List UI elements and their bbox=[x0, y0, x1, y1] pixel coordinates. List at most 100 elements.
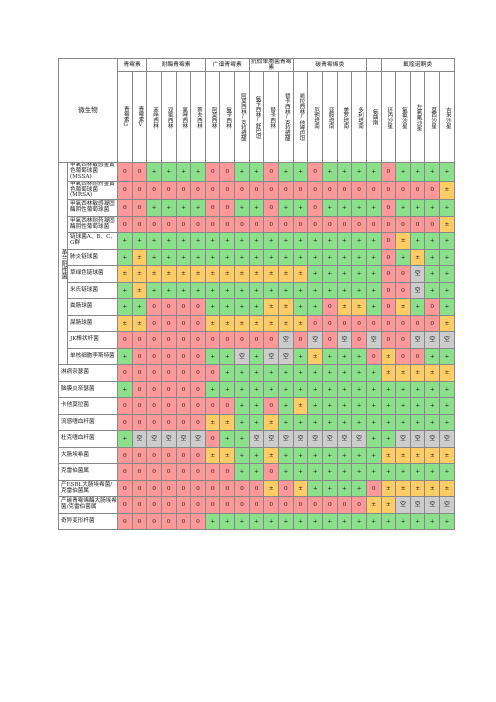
susceptibility-cell: 0 bbox=[380, 281, 397, 300]
drug-name-header: 阿莫西林 bbox=[204, 71, 221, 164]
susceptibility-cell: + bbox=[248, 364, 265, 382]
susceptibility-cell: ± bbox=[131, 248, 148, 267]
susceptibility-cell: + bbox=[336, 347, 353, 366]
drug-class-header: 广谱青霉素 bbox=[204, 57, 250, 73]
susceptibility-cell: + bbox=[190, 162, 206, 182]
susceptibility-cell: + bbox=[439, 199, 455, 217]
susceptibility-cell: 0 bbox=[131, 496, 148, 514]
table-row: 屎肠球菌 ± ±0 0 0 0 ± ± ± ± ± ± ±0 0 0 0 0 0 0 0 0 ± bbox=[59, 314, 455, 333]
susceptibility-cell: 0 bbox=[351, 314, 367, 333]
susceptibility-cell: + bbox=[424, 512, 441, 531]
organism-name: 甲氧西林耐药金黄色葡萄球菌(MRSA) bbox=[67, 180, 118, 201]
susceptibility-cell: + bbox=[234, 397, 250, 415]
susceptibility-cell: + bbox=[278, 232, 294, 250]
susceptibility-cell: + bbox=[395, 463, 411, 481]
susceptibility-cell: + bbox=[263, 281, 280, 300]
table-row: 甲氧西林敏感凝固酶阴性葡萄球菌 0 0 + + + +0 0 + +0 + +0 + + + +0 + + + + bbox=[59, 199, 455, 217]
susceptibility-cell: ± bbox=[175, 265, 192, 283]
susceptibility-cell: 空 bbox=[292, 430, 309, 448]
susceptibility-cell: + bbox=[248, 281, 265, 300]
susceptibility-cell: + bbox=[278, 364, 294, 382]
susceptibility-cell: + bbox=[321, 413, 338, 432]
susceptibility-cell: + bbox=[117, 347, 133, 366]
susceptibility-cell: ± bbox=[204, 314, 221, 333]
susceptibility-cell: + bbox=[395, 248, 411, 267]
susceptibility-cell: ± bbox=[204, 446, 221, 465]
antibiotic-susceptibility-table: 微生物 青霉素 耐酶青霉素 广谱青霉素 抗假单胞菌青霉素 碳青霉烯类 氟喹诺酮类 青霉素G… bbox=[58, 57, 455, 531]
susceptibility-cell: ± bbox=[219, 413, 236, 432]
susceptibility-cell: 0 bbox=[146, 446, 162, 465]
susceptibility-cell: 0 bbox=[160, 215, 177, 234]
drug-class-header bbox=[365, 57, 382, 73]
susceptibility-cell: 空 bbox=[336, 331, 353, 349]
susceptibility-cell: 0 bbox=[248, 496, 265, 514]
susceptibility-cell: 0 bbox=[263, 496, 280, 514]
susceptibility-cell: + bbox=[292, 463, 309, 481]
susceptibility-cell: 0 bbox=[380, 298, 397, 316]
table-row: 甲氧西林耐药凝固酶阴性葡萄球菌 0 0 0 0 0 0 0 0 0 0 0 0 0 0 0 0 0 0 0 0 0 0 ± bbox=[59, 215, 455, 234]
susceptibility-cell: ± bbox=[248, 265, 265, 283]
susceptibility-cell: + bbox=[248, 413, 265, 432]
organism-name: 产碳青霉烯酶大肠埃希菌/克雷伯菌属 bbox=[58, 496, 118, 514]
susceptibility-cell: 0 bbox=[219, 215, 236, 234]
susceptibility-cell: + bbox=[219, 248, 236, 267]
susceptibility-cell: + bbox=[409, 199, 426, 217]
susceptibility-cell: + bbox=[204, 347, 221, 366]
susceptibility-cell: + bbox=[117, 281, 133, 300]
susceptibility-cell: ± bbox=[395, 232, 411, 250]
susceptibility-cell: 0 bbox=[146, 496, 162, 514]
susceptibility-cell: + bbox=[336, 199, 353, 217]
susceptibility-cell: + bbox=[351, 463, 367, 481]
susceptibility-cell: 0 bbox=[219, 162, 236, 182]
susceptibility-cell: + bbox=[365, 397, 382, 415]
susceptibility-cell: 0 bbox=[321, 331, 338, 349]
susceptibility-cell: ± bbox=[409, 446, 426, 465]
susceptibility-cell: + bbox=[365, 265, 382, 283]
susceptibility-cell: 0 bbox=[117, 364, 133, 382]
susceptibility-cell: + bbox=[234, 364, 250, 382]
susceptibility-cell: 0 bbox=[351, 180, 367, 201]
susceptibility-cell: + bbox=[439, 162, 455, 182]
drug-name-header: 多利培南 bbox=[351, 71, 367, 164]
organism-name: 大肠埃希菌 bbox=[58, 446, 118, 465]
organism-name: 克雷伯菌属 bbox=[58, 463, 118, 481]
susceptibility-cell: 0 bbox=[292, 331, 309, 349]
susceptibility-cell: + bbox=[365, 463, 382, 481]
susceptibility-cell: + bbox=[336, 413, 353, 432]
susceptibility-cell: + bbox=[190, 248, 206, 267]
susceptibility-cell: 空 bbox=[263, 347, 280, 366]
organism-name: 屎肠球菌 bbox=[67, 314, 118, 333]
susceptibility-cell: + bbox=[160, 199, 177, 217]
susceptibility-cell: 0 bbox=[307, 496, 323, 514]
susceptibility-cell: + bbox=[292, 364, 309, 382]
susceptibility-cell: 空 bbox=[439, 496, 455, 514]
organism-name: 产ESBL大肠埃希菌/克雷伯菌属 bbox=[58, 479, 118, 498]
susceptibility-cell: 0 bbox=[380, 199, 397, 217]
susceptibility-cell: + bbox=[219, 430, 236, 448]
susceptibility-cell: + bbox=[395, 413, 411, 432]
organism-name: 卡他莫拉菌 bbox=[58, 397, 118, 415]
susceptibility-cell: 空 bbox=[439, 331, 455, 349]
susceptibility-cell: 0 bbox=[117, 512, 133, 531]
susceptibility-cell: + bbox=[263, 364, 280, 382]
susceptibility-cell: + bbox=[439, 463, 455, 481]
susceptibility-cell: 0 bbox=[160, 413, 177, 432]
susceptibility-cell: + bbox=[146, 281, 162, 300]
susceptibility-cell: 0 bbox=[219, 199, 236, 217]
susceptibility-cell: + bbox=[424, 248, 441, 267]
susceptibility-cell: 0 bbox=[204, 364, 221, 382]
susceptibility-cell: 0 bbox=[263, 397, 280, 415]
susceptibility-cell: + bbox=[146, 199, 162, 217]
susceptibility-cell: 0 bbox=[146, 479, 162, 498]
susceptibility-cell: + bbox=[321, 364, 338, 382]
susceptibility-cell: ± bbox=[439, 180, 455, 201]
table-row: 肺炎链球菌 + ± + + + + + + + + + + + + + + + +0 + ± + + bbox=[59, 248, 455, 267]
drug-name-header: 青霉素V bbox=[131, 71, 148, 164]
susceptibility-cell: 0 bbox=[351, 331, 367, 349]
drug-name-header: 青霉素G bbox=[117, 71, 133, 164]
susceptibility-cell: + bbox=[131, 298, 148, 316]
susceptibility-cell: 0 bbox=[175, 347, 192, 366]
table-row: 奇异变形杆菌 0 0 0 0 0 0 + + + + + + + + + + + + + + + + + bbox=[58, 512, 455, 531]
susceptibility-cell: 空 bbox=[395, 430, 411, 448]
susceptibility-cell: 0 bbox=[219, 463, 236, 481]
